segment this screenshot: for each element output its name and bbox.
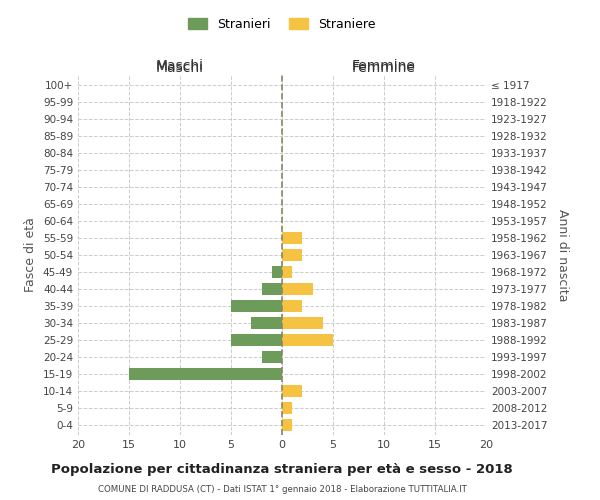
Bar	[282, 300, 302, 312]
Text: Femmine: Femmine	[352, 61, 416, 75]
Bar	[262, 283, 282, 295]
Bar	[282, 283, 313, 295]
Legend: Stranieri, Straniere: Stranieri, Straniere	[182, 11, 382, 37]
Bar	[251, 317, 282, 329]
Text: Maschi: Maschi	[156, 61, 204, 75]
Bar	[282, 384, 302, 397]
Text: COMUNE DI RADDUSA (CT) - Dati ISTAT 1° gennaio 2018 - Elaborazione TUTTITALIA.IT: COMUNE DI RADDUSA (CT) - Dati ISTAT 1° g…	[98, 485, 466, 494]
Bar	[282, 266, 292, 278]
Bar	[282, 249, 302, 261]
Bar	[231, 334, 282, 346]
Bar	[272, 266, 282, 278]
Text: Popolazione per cittadinanza straniera per età e sesso - 2018: Popolazione per cittadinanza straniera p…	[51, 462, 513, 475]
Bar	[282, 232, 302, 244]
Text: Femmine: Femmine	[352, 60, 416, 74]
Y-axis label: Anni di nascita: Anni di nascita	[556, 209, 569, 301]
Text: Maschi: Maschi	[156, 60, 204, 74]
Bar	[262, 351, 282, 363]
Y-axis label: Fasce di età: Fasce di età	[25, 218, 37, 292]
Bar	[282, 334, 333, 346]
Bar	[282, 317, 323, 329]
Bar	[129, 368, 282, 380]
Bar	[282, 418, 292, 431]
Bar	[231, 300, 282, 312]
Bar	[282, 402, 292, 414]
